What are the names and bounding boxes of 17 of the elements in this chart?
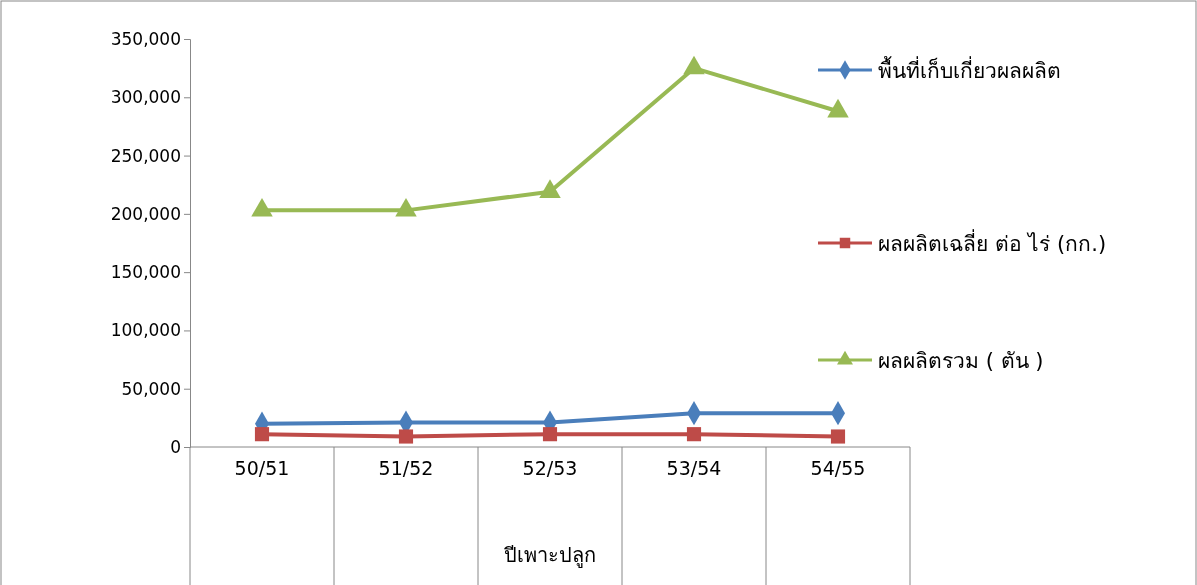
legend-label: ผลผลิตรวม ( ตัน ) <box>878 349 1044 373</box>
x-tick-label: 53/54 <box>666 457 722 479</box>
y-tick-label: 50,000 <box>121 378 181 399</box>
legend-label: ผลผลิตเฉลี่ย ต่อ ไร่ (กก.) <box>878 229 1107 256</box>
x-tick-label: 52/53 <box>522 457 578 479</box>
x-tick-label: 54/55 <box>810 457 866 479</box>
y-tick-label: 250,000 <box>110 145 181 166</box>
y-tick-label: 0 <box>170 436 181 457</box>
legend-label: พื้นที่เก็บเกี่ยวผลผลิต <box>878 56 1061 83</box>
y-tick-label: 100,000 <box>110 320 181 341</box>
y-tick-label: 350,000 <box>110 28 181 49</box>
y-tick-label: 300,000 <box>110 87 181 108</box>
y-tick-label: 200,000 <box>110 203 181 224</box>
x-axis-title: ปีเพาะปลูก <box>504 543 596 568</box>
x-tick-label: 50/51 <box>234 457 290 479</box>
y-tick-label: 150,000 <box>110 262 181 283</box>
x-tick-label: 51/52 <box>378 457 434 479</box>
